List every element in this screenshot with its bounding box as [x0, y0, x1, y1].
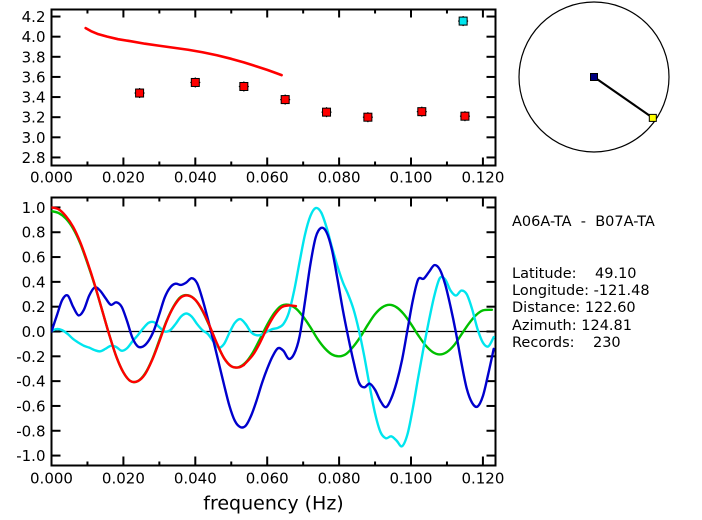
x-axis-label: frequency (Hz) [203, 493, 343, 515]
cross-correlation-chart: 0.000 0.020 0.040 0.060 0.080 0.100 0.120 -1.0 -… [16, 196, 504, 515]
info-label: Distance: [512, 300, 581, 317]
info-row-distance: Distance: 122.60 [512, 300, 702, 317]
y-tick-label: -0.6 [16, 397, 45, 415]
info-row-latitude: Latitude: 49.10 [512, 266, 702, 283]
azimuth-diagram [518, 1, 670, 153]
y-tick-label: 3.0 [22, 129, 46, 147]
x-tick-label: 0.080 [318, 169, 361, 187]
series-blue-broadband-trace [51, 226, 495, 429]
series-outlier-velocity-point [458, 16, 469, 27]
y-tick-label: 3.4 [22, 89, 46, 107]
station-info-rows: Latitude: 49.10 Longitude: -121.48 Distanc… [512, 266, 702, 352]
y-tick-label: -1.0 [16, 447, 45, 465]
data-point-marker [460, 111, 470, 121]
info-label: Latitude: [512, 266, 577, 283]
y-tick-label: -0.2 [16, 348, 45, 366]
x-tick-label: 0.060 [246, 470, 289, 488]
y-tick-label: 3.6 [22, 68, 46, 86]
info-label: Records: [512, 334, 575, 351]
x-tick-label: 0.060 [246, 169, 289, 187]
info-value: 49.10 [595, 266, 637, 283]
data-point-marker [239, 81, 249, 91]
y-tick-label: 0.4 [22, 273, 46, 291]
dispersion-chart: 0.000 0.020 0.040 0.060 0.080 0.100 0.120 2.8 3.… [22, 8, 505, 187]
y-tick-label: -0.4 [16, 373, 45, 391]
x-tick-label: 0.040 [174, 169, 217, 187]
x-tick-label: 0.080 [318, 470, 361, 488]
station-center-dot [590, 73, 598, 81]
y-tick-label: 4.0 [22, 28, 46, 46]
y-tick-label: 0.6 [22, 249, 46, 267]
station-pair-title: A06A-TA - B07A-TA [512, 214, 655, 231]
info-value: 122.60 [584, 300, 636, 317]
y-tick-label: 0.2 [22, 298, 46, 316]
data-point-marker [135, 88, 145, 98]
station-azimuth-square [648, 113, 657, 122]
x-tick-label: 0.020 [102, 169, 145, 187]
data-point-marker [322, 107, 332, 117]
data-point-marker [417, 107, 427, 117]
info-row-azimuth: Azimuth: 124.81 [512, 318, 702, 335]
data-point-marker [458, 16, 468, 26]
x-tick-label: 0.040 [174, 470, 217, 488]
series-reference-dispersion-curve [84, 26, 283, 77]
y-tick-label: 3.8 [22, 48, 46, 66]
x-tick-label: 0.100 [390, 169, 433, 187]
station-info-panel: A06A-TA - B07A-TA Latitude: 49.10 Longitu… [512, 180, 702, 386]
data-point-marker [280, 95, 290, 105]
info-value: 124.81 [581, 317, 632, 334]
info-row-longitude: Longitude: -121.48 [512, 283, 702, 300]
info-value: 230 [592, 334, 621, 351]
x-tick-label: 0.100 [390, 470, 433, 488]
x-tick-label: 0.000 [30, 169, 73, 187]
y-tick-label: 2.8 [22, 149, 46, 167]
y-tick-label: 0.8 [22, 224, 46, 242]
series-cyan-broadband-trace [51, 206, 495, 448]
x-tick-label: 0.120 [461, 470, 504, 488]
info-value: -121.48 [593, 283, 650, 300]
data-point-marker [190, 77, 200, 87]
y-tick-label: 3.2 [22, 109, 46, 127]
dispersion-plot-frame [50, 8, 497, 167]
x-tick-label: 0.000 [30, 470, 73, 488]
x-tick-label: 0.120 [461, 169, 504, 187]
azimuth-circle [518, 1, 670, 153]
info-spacer [577, 266, 595, 282]
series-red-narrowband-trace-segment2 [242, 304, 298, 367]
azimuth-ray [593, 76, 654, 119]
y-tick-label: 1.0 [22, 199, 46, 217]
y-tick-label: -0.8 [16, 422, 45, 440]
info-row-records: Records: 230 [512, 335, 702, 352]
y-tick-label: 4.2 [22, 8, 46, 26]
data-point-marker [363, 112, 373, 122]
x-tick-label: 0.020 [102, 470, 145, 488]
info-label: Longitude: [512, 283, 590, 300]
series-measured-velocity-points [134, 77, 470, 123]
info-label: Azimuth: [512, 317, 577, 334]
info-spacer [575, 335, 593, 351]
series-red-narrowband-trace [51, 206, 246, 384]
y-tick-label: 0.0 [22, 323, 46, 341]
